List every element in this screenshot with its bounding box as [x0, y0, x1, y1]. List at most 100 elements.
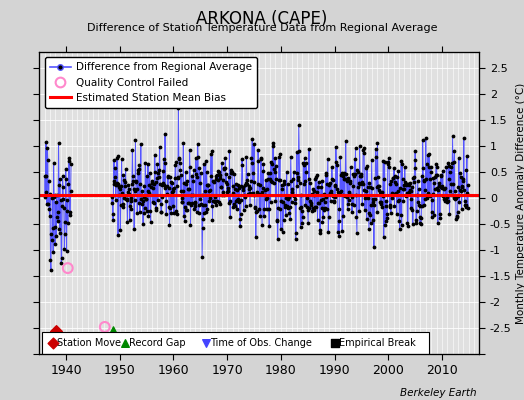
Point	[121, 340, 129, 346]
Point	[173, 175, 182, 182]
Point	[345, 180, 354, 186]
Point	[42, 139, 50, 146]
Point	[370, 202, 378, 208]
Point	[331, 194, 339, 200]
Point	[443, 199, 451, 206]
Point	[108, 327, 117, 334]
Point	[297, 192, 305, 198]
Point	[57, 196, 65, 203]
Point	[292, 230, 300, 236]
Point	[296, 180, 304, 186]
Point	[183, 206, 191, 213]
Point	[425, 192, 434, 199]
Point	[427, 168, 435, 175]
Point	[319, 196, 327, 202]
Point	[443, 194, 452, 200]
Point	[163, 173, 172, 180]
Point	[49, 160, 58, 166]
Point	[448, 159, 456, 166]
Point	[153, 160, 161, 167]
Point	[150, 200, 158, 206]
Point	[175, 156, 183, 162]
Point	[457, 206, 466, 213]
Point	[130, 226, 138, 232]
Point	[117, 183, 125, 190]
Point	[375, 183, 384, 189]
Point	[289, 192, 297, 198]
Point	[297, 204, 305, 210]
Point	[311, 176, 320, 182]
Point	[383, 210, 391, 217]
Point	[293, 174, 302, 180]
Point	[257, 155, 265, 162]
Point	[250, 205, 259, 212]
Point	[338, 228, 346, 234]
Point	[403, 222, 412, 229]
Point	[177, 199, 185, 205]
Point	[112, 197, 120, 203]
Point	[195, 196, 204, 202]
Point	[139, 221, 147, 227]
Point	[205, 188, 213, 194]
Point	[174, 155, 183, 161]
Point	[113, 179, 122, 186]
Point	[309, 188, 318, 194]
Point	[391, 173, 400, 179]
Point	[290, 200, 299, 206]
Point	[342, 178, 351, 184]
Point	[316, 230, 324, 236]
Point	[225, 148, 234, 154]
Point	[227, 169, 236, 176]
Point	[290, 193, 299, 200]
Point	[158, 194, 166, 200]
Point	[61, 231, 69, 237]
Point	[187, 222, 195, 228]
Point	[420, 176, 429, 183]
Point	[144, 188, 152, 194]
Point	[463, 190, 472, 196]
Point	[368, 184, 376, 191]
Point	[435, 180, 443, 186]
Point	[425, 164, 433, 170]
Text: Empirical Break: Empirical Break	[339, 338, 416, 348]
Point	[215, 199, 223, 206]
Point	[57, 259, 66, 266]
Point	[268, 179, 277, 185]
Point	[322, 172, 331, 178]
Point	[389, 191, 398, 198]
Point	[271, 198, 280, 205]
Point	[252, 209, 260, 216]
Point	[355, 180, 363, 187]
Point	[282, 194, 290, 201]
Point	[374, 183, 383, 190]
Point	[257, 156, 265, 162]
Point	[446, 188, 454, 194]
Point	[324, 156, 332, 162]
Point	[192, 171, 201, 177]
Point	[180, 218, 189, 224]
Point	[446, 169, 455, 175]
Point	[406, 180, 414, 186]
Point	[336, 191, 344, 198]
Point	[230, 201, 238, 208]
Point	[247, 178, 255, 184]
Point	[437, 184, 445, 190]
Point	[184, 186, 192, 192]
Point	[269, 180, 278, 186]
Point	[339, 213, 347, 220]
Point	[269, 143, 277, 149]
Point	[300, 155, 309, 162]
Point	[385, 164, 394, 170]
Point	[170, 210, 178, 216]
Point	[122, 166, 130, 172]
Point	[221, 165, 229, 171]
Point	[217, 184, 225, 190]
Point	[192, 208, 201, 215]
Point	[456, 188, 465, 194]
Point	[201, 188, 210, 194]
Point	[391, 190, 400, 196]
Point	[370, 244, 378, 250]
Point	[199, 216, 208, 222]
Point	[459, 178, 467, 184]
Point	[346, 178, 354, 185]
